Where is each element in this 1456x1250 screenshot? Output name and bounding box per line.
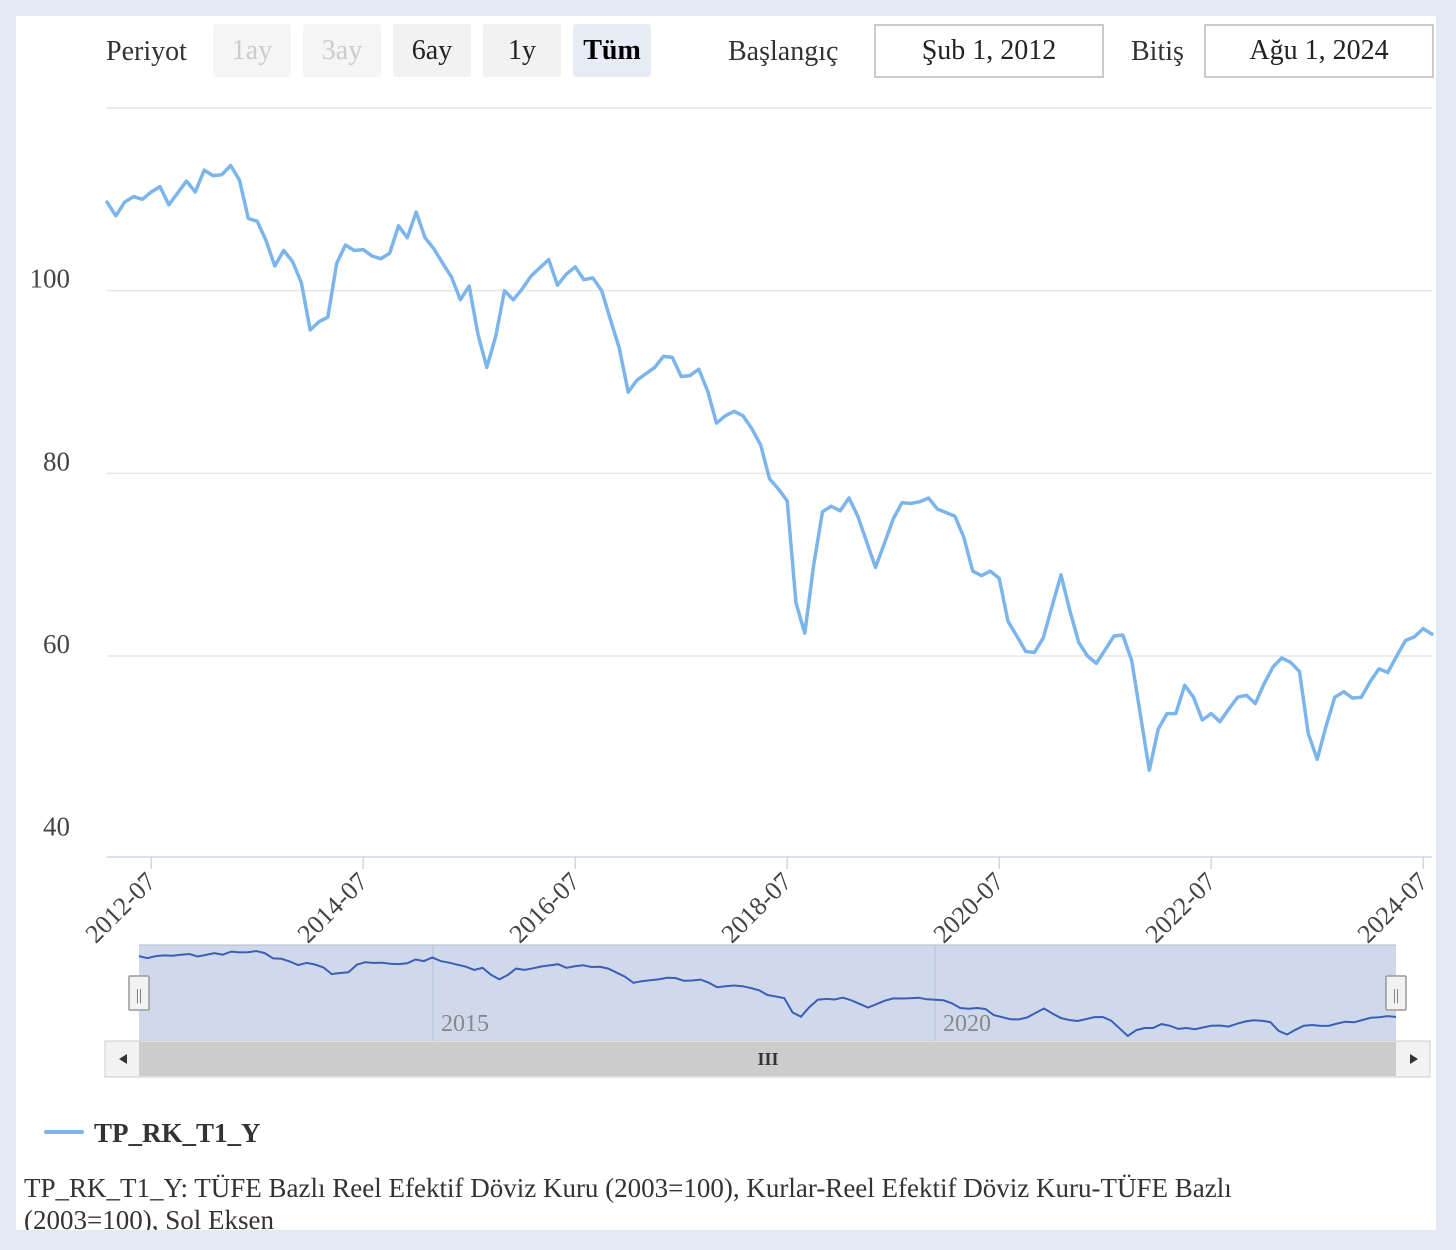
- end-date-input[interactable]: Ağu 1, 2024: [1204, 24, 1434, 78]
- navigator-label-2015: 2015: [441, 1011, 489, 1037]
- scrollbar-grip-icon: III: [757, 1049, 778, 1069]
- navigator[interactable]: 2015 2020 || ||: [128, 944, 1407, 1041]
- navigator-handle-right[interactable]: ||: [1385, 975, 1407, 1011]
- range-button-1-month[interactable]: 1ay: [213, 24, 291, 77]
- x-tick-label: 2012-07: [80, 867, 162, 949]
- start-date-label: Başlangıç: [728, 36, 839, 67]
- x-tick-label: 2020-07: [928, 867, 1010, 949]
- range-button-all[interactable]: Tüm: [573, 24, 651, 77]
- x-tick-label: 2018-07: [716, 867, 798, 949]
- scroll-left-arrow-icon[interactable]: [119, 1054, 127, 1064]
- chart-container: Periyot 1ay 3ay 6ay 1y Tüm Başlangıç Şub…: [16, 16, 1436, 1230]
- range-button-1-year[interactable]: 1y: [483, 24, 561, 77]
- x-tick-label: 2014-07: [292, 867, 374, 949]
- y-tick-label: 100: [30, 264, 71, 294]
- scrollbar[interactable]: III: [104, 1040, 1431, 1078]
- navigator-label-2020: 2020: [943, 1011, 991, 1037]
- navigator-handle-left[interactable]: ||: [128, 975, 150, 1011]
- end-date-label: Bitiş: [1131, 36, 1184, 67]
- period-label: Periyot: [106, 36, 187, 67]
- legend-label[interactable]: TP_RK_T1_Y: [94, 1118, 261, 1148]
- navigator-series-line: [138, 949, 1397, 1038]
- y-tick-label: 60: [43, 629, 70, 659]
- navigator-mask: [139, 945, 1396, 1041]
- series-description: TP_RK_T1_Y: TÜFE Bazlı Reel Efektif Dövi…: [24, 1173, 1232, 1230]
- scroll-right-arrow-icon[interactable]: [1410, 1054, 1418, 1064]
- range-button-3-months[interactable]: 3ay: [303, 24, 381, 77]
- series-line-tp-rk-t1-y: [105, 163, 1434, 772]
- start-date-input[interactable]: Şub 1, 2012: [874, 24, 1104, 78]
- x-tick-label: 2016-07: [504, 867, 586, 949]
- range-button-6-months[interactable]: 6ay: [393, 24, 471, 77]
- handle-grip-icon: ||: [136, 987, 142, 1004]
- handle-grip-icon: ||: [1393, 987, 1399, 1004]
- x-tick-label: 2024-07: [1352, 867, 1434, 949]
- y-tick-label: 40: [43, 812, 70, 842]
- x-tick-label: 2022-07: [1140, 867, 1222, 949]
- legend-item[interactable]: TP_RK_T1_Y: [44, 1118, 261, 1148]
- scrollbar-thumb[interactable]: [139, 1042, 1396, 1076]
- y-tick-label: 80: [43, 446, 70, 476]
